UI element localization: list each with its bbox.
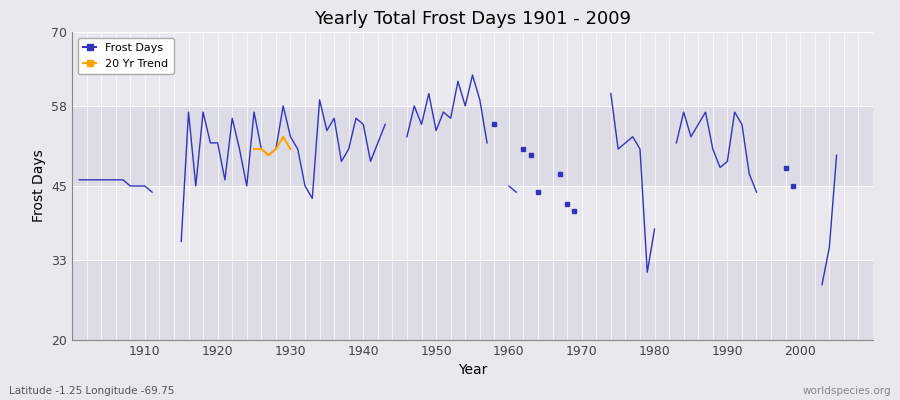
Y-axis label: Frost Days: Frost Days — [32, 150, 46, 222]
Bar — [72, 260, 873, 340]
Text: worldspecies.org: worldspecies.org — [803, 386, 891, 396]
Text: Latitude -1.25 Longitude -69.75: Latitude -1.25 Longitude -69.75 — [9, 386, 175, 396]
Bar — [72, 106, 873, 186]
Legend: Frost Days, 20 Yr Trend: Frost Days, 20 Yr Trend — [77, 38, 174, 74]
X-axis label: Year: Year — [458, 364, 487, 378]
Title: Yearly Total Frost Days 1901 - 2009: Yearly Total Frost Days 1901 - 2009 — [314, 10, 631, 28]
Bar — [72, 32, 873, 106]
Bar — [72, 186, 873, 260]
